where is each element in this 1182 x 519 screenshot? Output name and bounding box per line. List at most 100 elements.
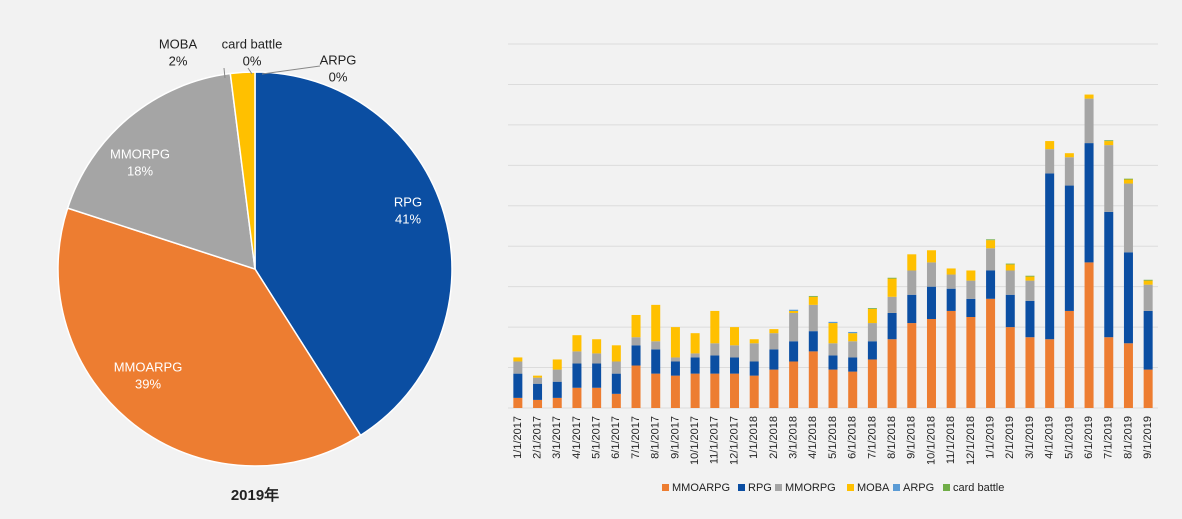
bar-segment: [887, 339, 897, 408]
x-tick-label: 4/1/2019: [1044, 416, 1056, 459]
bar-segment: [749, 339, 759, 344]
bar-segment: [552, 397, 562, 408]
bar-segment: [946, 268, 956, 275]
bar-segment: [907, 254, 917, 271]
bar-segment: [789, 312, 799, 342]
legend-swatch: [662, 484, 669, 491]
bar-segment: [611, 361, 621, 374]
bar-segment: [690, 357, 700, 374]
bar-segment: [710, 343, 720, 356]
slice-value-label: 41%: [395, 211, 421, 226]
x-tick-label: 3/1/2017: [551, 416, 563, 459]
bar-segment: [808, 304, 818, 332]
bar-segment: [690, 373, 700, 408]
bar-segment: [1084, 143, 1094, 263]
x-tick-label: 10/1/2018: [925, 416, 937, 465]
legend-swatch: [943, 484, 950, 491]
bar-segment: [986, 248, 996, 271]
x-tick-label: 2/1/2019: [1004, 416, 1016, 459]
slice-value-label: 0%: [329, 69, 348, 84]
bar-segment: [789, 309, 799, 311]
bar-segment: [1084, 98, 1094, 144]
bar-segment: [651, 341, 661, 350]
bar-segment: [1025, 280, 1035, 301]
bar-segment: [828, 355, 838, 370]
x-tick-label: 2/1/2017: [531, 416, 543, 459]
x-tick-label: 9/1/2019: [1142, 416, 1154, 459]
bar-segment: [986, 239, 996, 241]
bar-segment: [710, 310, 720, 344]
x-tick-label: 4/1/2018: [807, 416, 819, 459]
bar-segment: [1084, 94, 1094, 99]
pie-slice: [66, 72, 256, 271]
legend-label: MMOARPG: [672, 482, 730, 494]
bar-segment: [808, 296, 818, 305]
legend-swatch: [893, 484, 900, 491]
bar-segment: [1104, 211, 1114, 338]
x-tick-label: 11/1/2018: [945, 416, 957, 464]
bar-segment: [867, 308, 877, 324]
bar-segment: [1064, 185, 1074, 311]
bar-segment: [828, 321, 838, 324]
bar-segment: [1143, 310, 1153, 370]
bar-segment: [1123, 343, 1133, 408]
slice-value-label: 0%: [243, 53, 262, 68]
legend-label: MMORPG: [785, 482, 836, 494]
bar-segment: [769, 349, 779, 370]
legend-label: ARPG: [903, 482, 934, 494]
bar-segment: [730, 327, 740, 346]
bar-segment: [1005, 270, 1015, 295]
x-tick-label: 2/1/2018: [768, 416, 780, 459]
bar-segment: [769, 329, 779, 334]
leader-line: [247, 67, 253, 75]
bar-segment: [1005, 294, 1015, 328]
bar-segment: [867, 359, 877, 408]
bar-segment: [710, 373, 720, 408]
bar-segment: [808, 295, 818, 297]
bar-segment: [848, 331, 858, 334]
bar-segment: [1123, 179, 1133, 184]
leader-line: [261, 65, 321, 75]
legend-swatch: [738, 484, 745, 491]
bar-segment: [651, 304, 661, 342]
bar-segment: [887, 312, 897, 340]
bar-segment: [1045, 149, 1055, 174]
slice-value-label: 18%: [127, 163, 153, 178]
bar-segment: [1005, 327, 1015, 408]
bar-segment: [966, 317, 976, 408]
bar-segment: [1123, 252, 1133, 344]
bar-segment: [789, 341, 799, 362]
x-tick-label: 4/1/2017: [571, 416, 583, 459]
bar-segment: [1143, 284, 1153, 311]
bar-segment: [926, 262, 936, 287]
x-tick-label: 8/1/2018: [886, 416, 898, 459]
bar-segment: [848, 357, 858, 372]
bar-segment: [966, 270, 976, 281]
bar-segment: [1025, 276, 1035, 281]
x-tick-label: 1/1/2017: [512, 416, 524, 459]
bar-segment: [769, 333, 779, 350]
x-tick-label: 10/1/2017: [689, 416, 701, 465]
pie-slice: [254, 71, 453, 437]
x-tick-label: 3/1/2018: [788, 416, 800, 459]
bar-segment: [887, 296, 897, 313]
bar-segment: [828, 343, 838, 356]
x-tick-label: 5/1/2018: [827, 416, 839, 459]
x-tick-label: 6/1/2019: [1083, 416, 1095, 459]
bar-segment: [789, 361, 799, 408]
bar-segment: [592, 387, 602, 408]
bar-segment: [808, 351, 818, 408]
bar-segment: [828, 369, 838, 408]
bar-segment: [690, 353, 700, 358]
bar-segment: [828, 323, 838, 344]
bar-segment: [1104, 140, 1114, 142]
bar-segment: [1005, 264, 1015, 271]
bar-segment: [513, 361, 523, 374]
bar-segment: [611, 345, 621, 362]
bar-segment: [1123, 183, 1133, 253]
x-tick-label: 9/1/2018: [906, 416, 918, 459]
slice-label: MOBA: [159, 36, 198, 51]
x-tick-label: 11/1/2017: [709, 416, 721, 464]
slice-value-label: 39%: [135, 376, 161, 391]
